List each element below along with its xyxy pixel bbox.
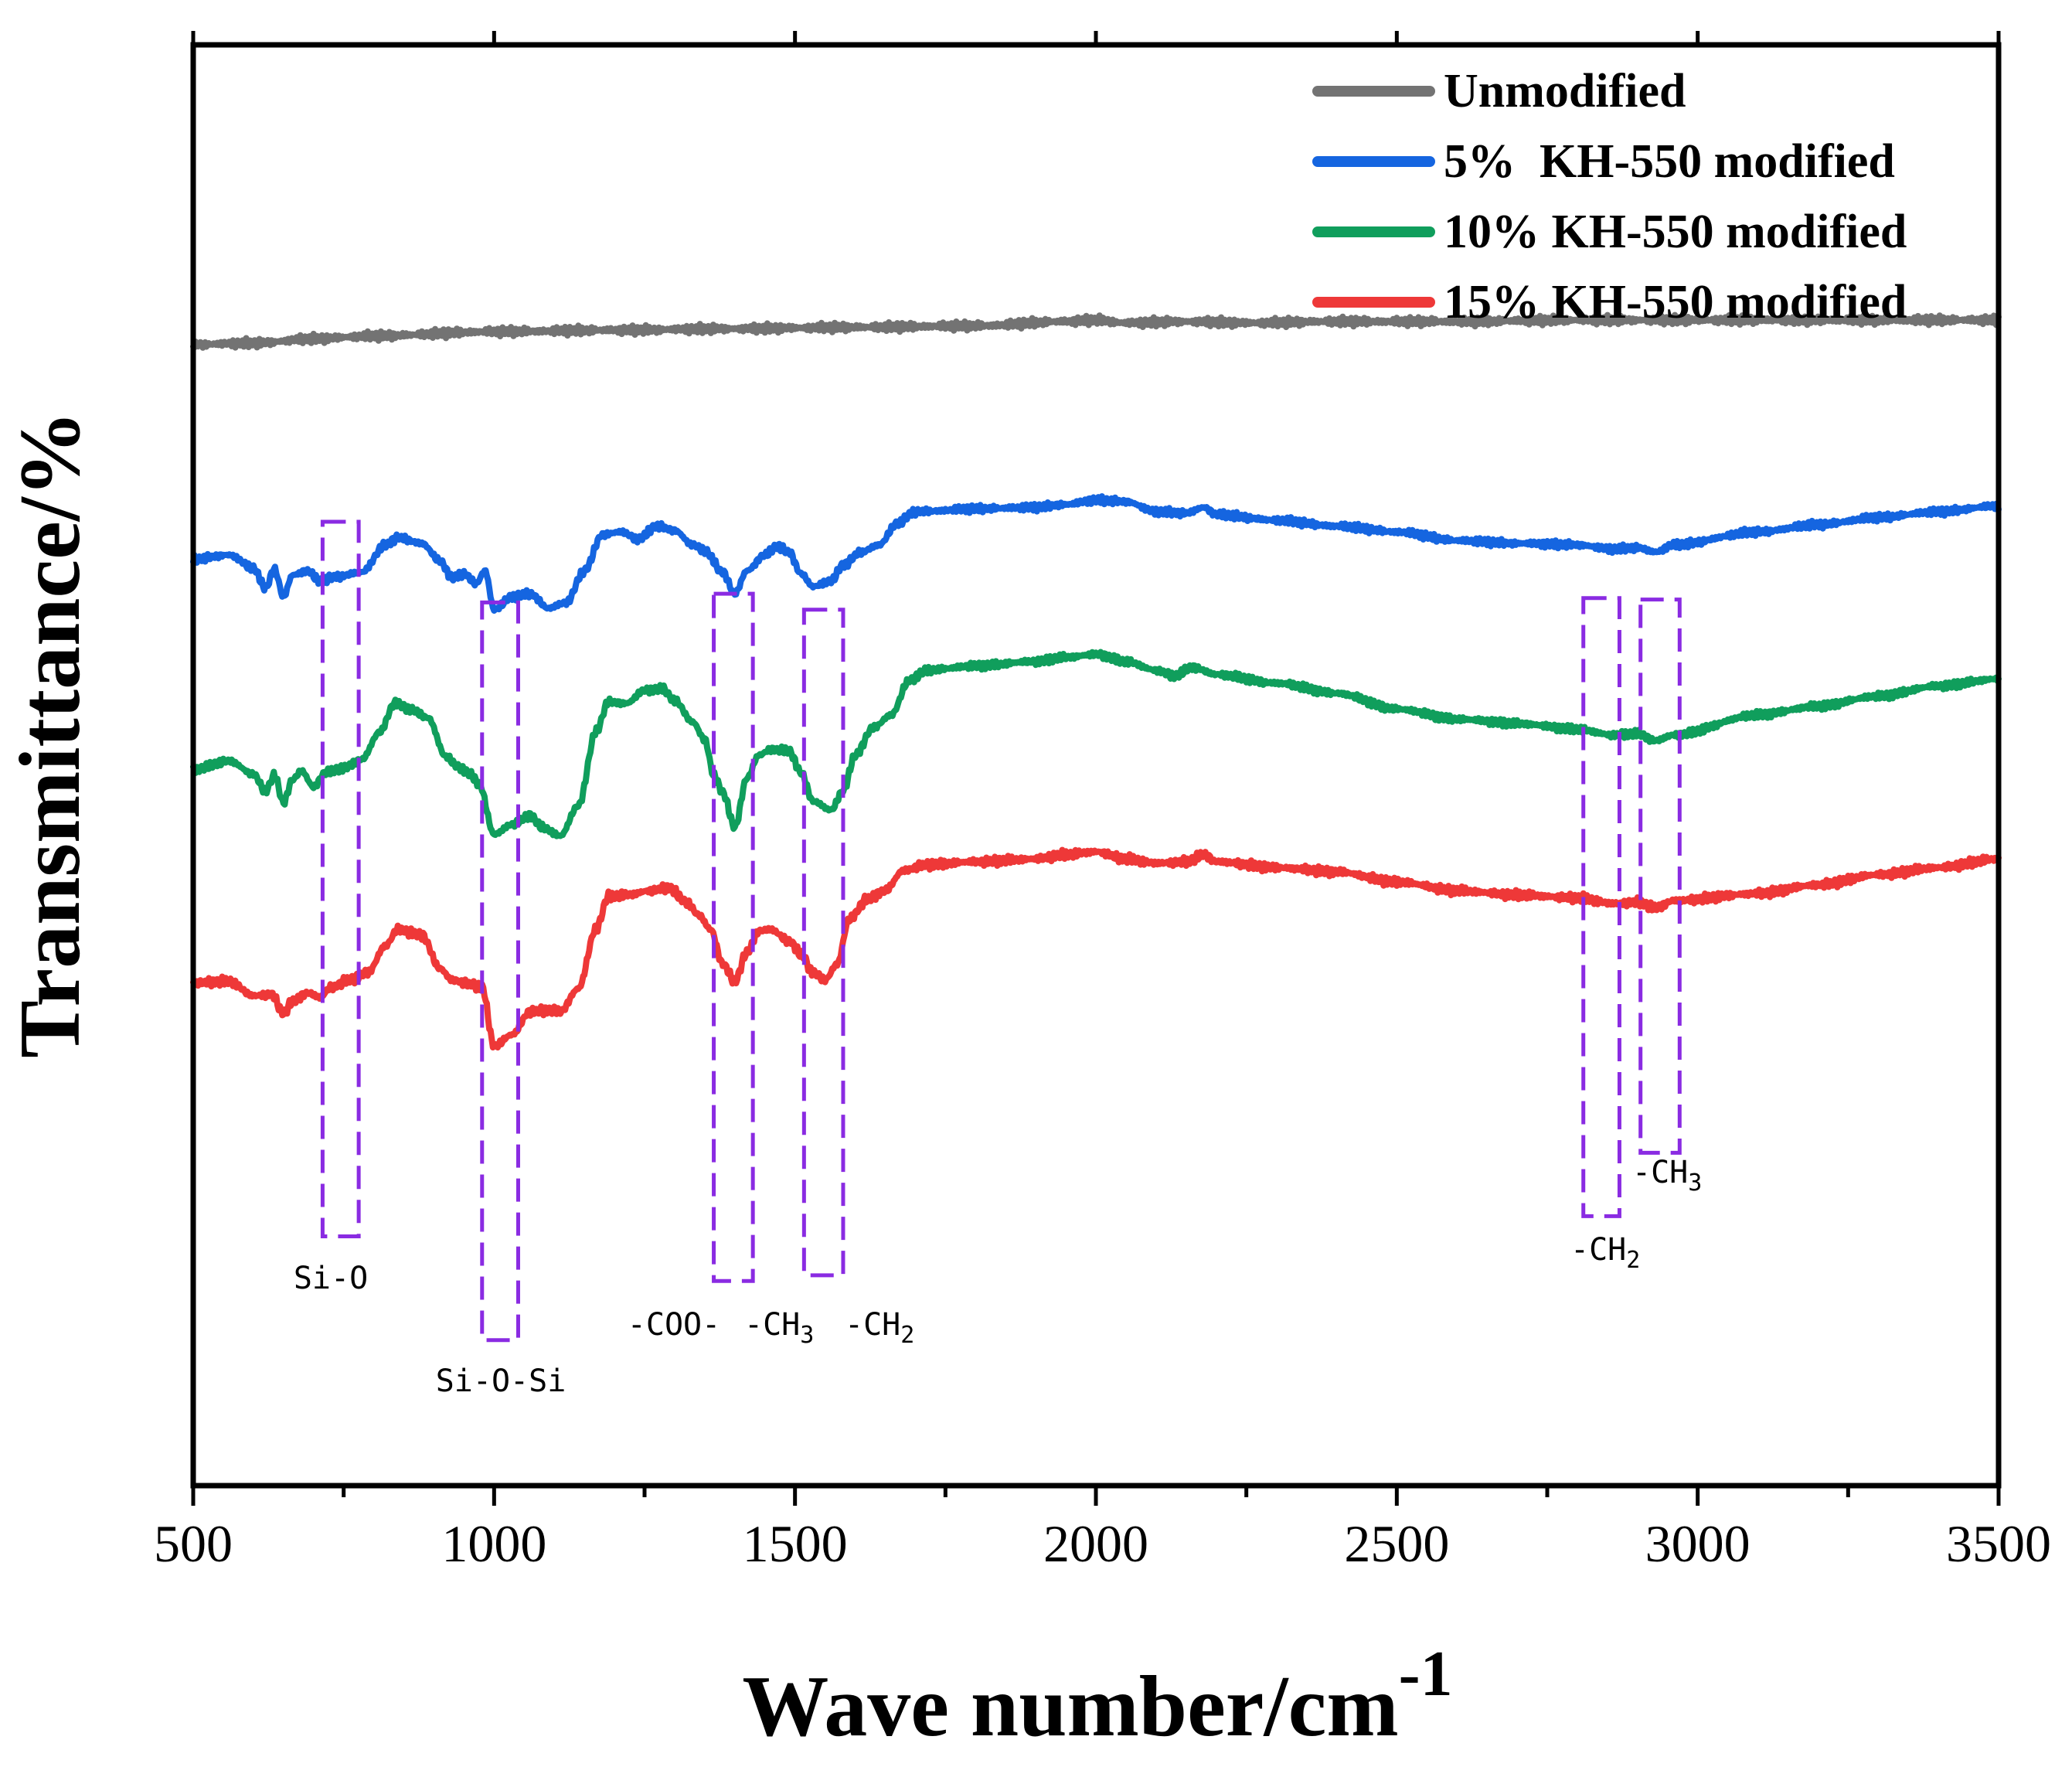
ch3-a-text: -CH	[744, 1307, 800, 1343]
x-tick-label-3000: 3000	[1645, 1514, 1750, 1573]
x-tick-label-3500: 3500	[1946, 1514, 2051, 1573]
x-axis-title-superscript: -1	[1399, 1638, 1453, 1710]
series-line-5pct-kh-550-modified	[190, 493, 2002, 614]
x-axis-title-text: Wave number/cm	[742, 1659, 1398, 1755]
x-tick-label-1000: 1000	[441, 1514, 546, 1573]
annotation-label-ch3-b: -CH3	[1632, 1155, 1702, 1197]
x-tick-label-2500: 2500	[1344, 1514, 1449, 1573]
series-line-unmodified	[190, 312, 2002, 351]
x-tick-label-2000: 2000	[1043, 1514, 1148, 1573]
annotation-label-si-o-si: Si-O-Si	[436, 1364, 566, 1399]
legend-label-15pct: 15% KH-550 modified	[1444, 276, 1907, 329]
ch2-a-subscript: 2	[900, 1322, 914, 1349]
series-layer	[190, 312, 2002, 1051]
x-axis-title: Wave number/cm-1	[742, 1638, 1452, 1755]
annotation-box-si-o-si-1	[480, 600, 520, 1343]
annotation-label-si-o: Si-O	[294, 1261, 368, 1296]
tick-layer: 500 1000 1500 2000 2500 3000 3500	[154, 31, 2051, 1573]
ch2-b-text: -CH	[1570, 1232, 1626, 1268]
x-tick-label-500: 500	[154, 1514, 233, 1573]
annotation-label-coo: -COO-	[628, 1307, 720, 1343]
legend-label-unmodified: Unmodified	[1444, 65, 1686, 117]
legend-label-10pct: 10% KH-550 modified	[1444, 206, 1907, 258]
series-line-10pct-kh-550-modified	[190, 649, 2002, 839]
y-axis-title: Transmittance/%	[2, 410, 98, 1058]
annotation-label-ch2-a: -CH2	[845, 1307, 914, 1349]
annotation-label-ch3-a: -CH3	[744, 1307, 814, 1349]
annotation-layer	[320, 519, 1682, 1343]
ch3-b-text: -CH	[1632, 1155, 1688, 1190]
annotation-box-ch3-5	[1638, 598, 1682, 1155]
annotation-box-ch2-4	[1581, 596, 1621, 1218]
annotation-label-ch2-b: -CH2	[1570, 1232, 1640, 1274]
annotation-box-ch3-3	[801, 608, 845, 1278]
ch2-a-text: -CH	[845, 1307, 900, 1343]
ch3-b-subscript: 3	[1688, 1169, 1702, 1197]
legend: Unmodified 5% KH-550 modified 10% KH-550…	[1312, 65, 1907, 329]
legend-label-5pct: 5% KH-550 modified	[1444, 135, 1895, 188]
ch3-a-subscript: 3	[800, 1322, 814, 1349]
annotation-box-si-o-0	[320, 519, 361, 1239]
annotation-box-coo-2	[712, 591, 755, 1283]
ch2-b-subscript: 2	[1626, 1247, 1640, 1274]
x-tick-label-1500: 1500	[743, 1514, 848, 1573]
series-line-15pct-kh-550-modified	[190, 846, 2002, 1051]
